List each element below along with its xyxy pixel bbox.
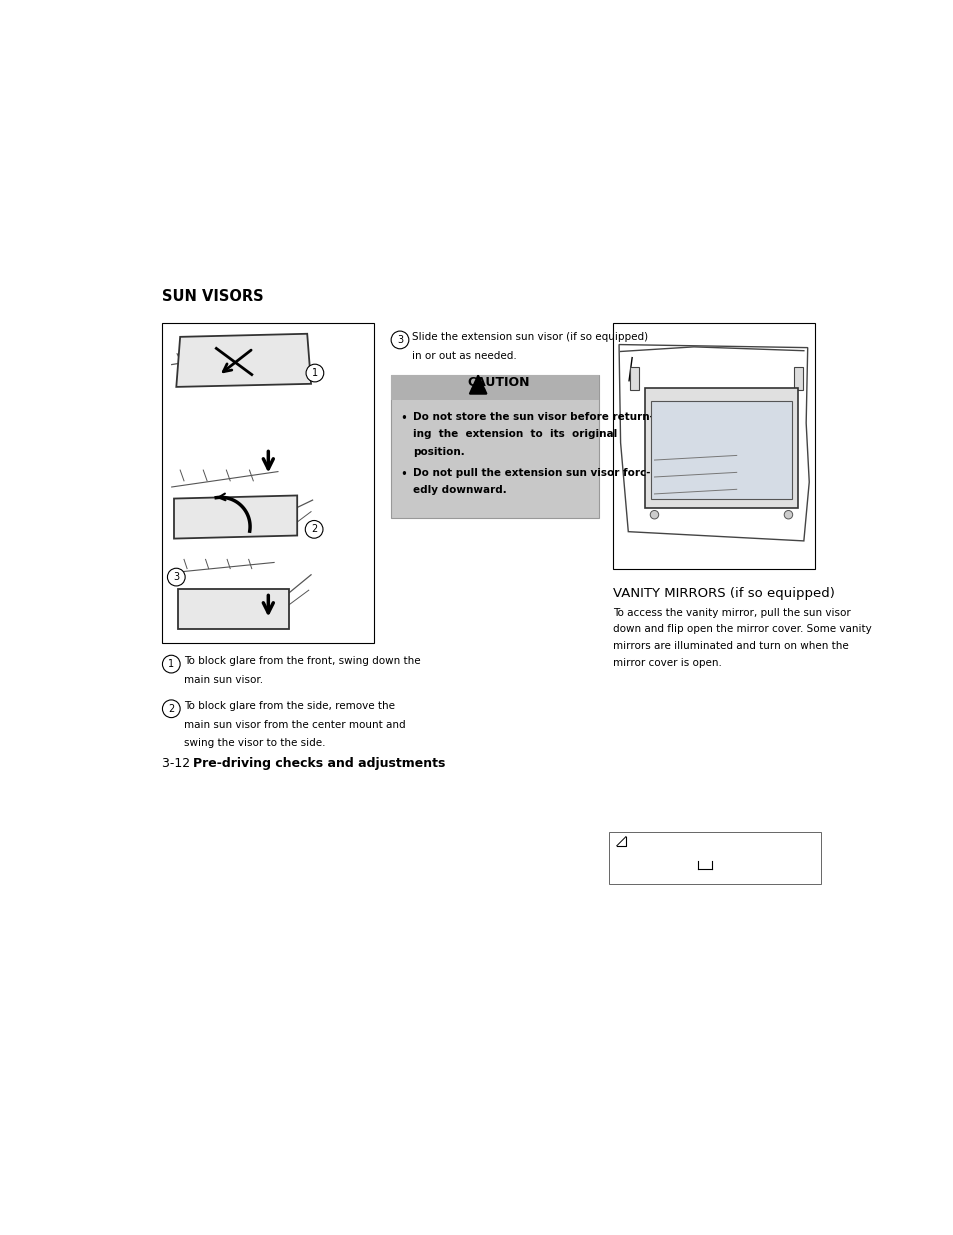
Bar xyxy=(391,375,598,400)
Text: Do not pull the extension sun visor forc-: Do not pull the extension sun visor forc… xyxy=(413,468,650,478)
Text: in or out as needed.: in or out as needed. xyxy=(412,351,517,361)
Text: To access the vanity mirror, pull the sun visor: To access the vanity mirror, pull the su… xyxy=(612,608,850,618)
Circle shape xyxy=(650,510,658,519)
Text: Slide the extension sun visor (if so equipped): Slide the extension sun visor (if so equ… xyxy=(412,332,647,342)
Text: 1: 1 xyxy=(168,659,174,669)
Text: 3: 3 xyxy=(396,335,402,345)
Text: Pre-driving checks and adjustments: Pre-driving checks and adjustments xyxy=(193,757,445,769)
Bar xyxy=(612,324,815,569)
Text: main sun visor from the center mount and: main sun visor from the center mount and xyxy=(184,720,405,730)
Text: SUN VISORS: SUN VISORS xyxy=(162,289,264,304)
Text: down and flip open the mirror cover. Some vanity: down and flip open the mirror cover. Som… xyxy=(612,625,871,635)
Text: 3: 3 xyxy=(173,572,179,582)
Bar xyxy=(644,389,797,508)
Polygon shape xyxy=(176,333,311,387)
Circle shape xyxy=(168,568,185,585)
Text: position.: position. xyxy=(413,447,464,457)
Circle shape xyxy=(162,700,180,718)
Text: •: • xyxy=(400,411,407,425)
Text: ing  the  extension  to  its  original: ing the extension to its original xyxy=(413,430,617,440)
Text: To block glare from the front, swing down the: To block glare from the front, swing dow… xyxy=(184,656,420,667)
Text: •: • xyxy=(400,468,407,480)
Text: swing the visor to the side.: swing the visor to the side. xyxy=(184,739,325,748)
Text: 2: 2 xyxy=(168,704,174,714)
Polygon shape xyxy=(173,495,297,538)
Text: VANITY MIRRORS (if so equipped): VANITY MIRRORS (if so equipped) xyxy=(612,587,834,600)
Text: mirrors are illuminated and turn on when the: mirrors are illuminated and turn on when… xyxy=(612,641,848,651)
Text: edly downward.: edly downward. xyxy=(413,485,506,495)
Circle shape xyxy=(306,364,323,382)
Text: 3-12: 3-12 xyxy=(162,757,198,769)
Text: 2: 2 xyxy=(311,525,317,535)
Text: CAUTION: CAUTION xyxy=(466,377,529,389)
Circle shape xyxy=(391,331,409,348)
Bar xyxy=(177,589,289,629)
Polygon shape xyxy=(471,389,484,390)
Text: 1: 1 xyxy=(312,368,317,378)
Bar xyxy=(651,401,791,499)
Polygon shape xyxy=(469,375,486,394)
Circle shape xyxy=(783,510,792,519)
Bar xyxy=(162,324,374,642)
Text: Do not store the sun visor before return-: Do not store the sun visor before return… xyxy=(413,411,653,421)
Circle shape xyxy=(162,656,180,673)
Bar xyxy=(608,832,820,884)
Circle shape xyxy=(305,520,323,538)
Text: To block glare from the side, remove the: To block glare from the side, remove the xyxy=(184,701,395,711)
Text: main sun visor.: main sun visor. xyxy=(184,674,263,685)
Bar xyxy=(793,367,802,390)
Bar xyxy=(629,367,639,390)
Text: mirror cover is open.: mirror cover is open. xyxy=(612,657,721,668)
Bar xyxy=(391,375,598,517)
